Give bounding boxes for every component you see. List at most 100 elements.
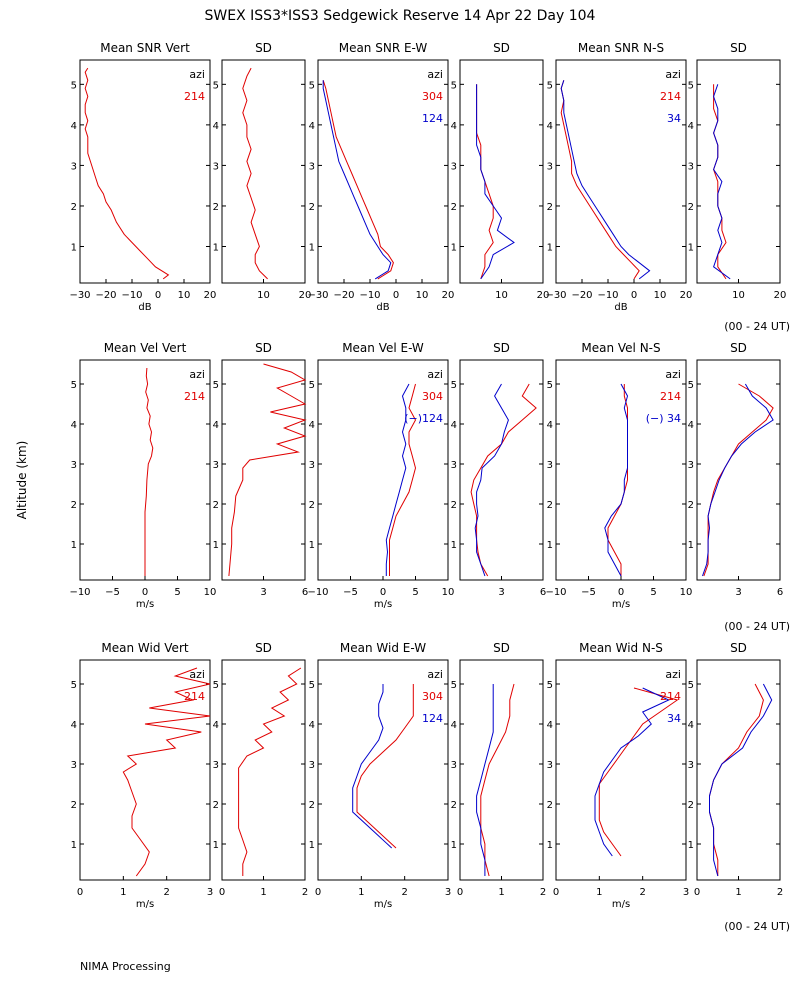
x-tick-label: 0 bbox=[155, 290, 161, 301]
series-line-34 bbox=[604, 383, 629, 577]
y-tick-label: 4 bbox=[71, 720, 77, 731]
y-tick-label: 3 bbox=[213, 161, 219, 172]
x-tick-label: 1 bbox=[358, 887, 364, 898]
x-tick-label: 20 bbox=[299, 290, 312, 301]
x-tick-label: 2 bbox=[163, 887, 169, 898]
series-line-214 bbox=[703, 383, 774, 577]
y-tick-label: 3 bbox=[71, 460, 77, 471]
x-tick-label: 1 bbox=[735, 887, 741, 898]
y-tick-label: 3 bbox=[213, 460, 219, 471]
y-tick-label: 1 bbox=[213, 540, 219, 551]
x-tick-label: 5 bbox=[174, 587, 180, 598]
y-tick-label: 3 bbox=[688, 760, 694, 771]
x-tick-label: 0 bbox=[618, 587, 624, 598]
y-tick-label: 3 bbox=[451, 161, 457, 172]
y-tick-label: 2 bbox=[688, 800, 694, 811]
legend-entry: 214 bbox=[660, 690, 681, 703]
series-line-214 bbox=[84, 67, 170, 280]
y-tick-label: 2 bbox=[688, 500, 694, 511]
x-tick-label: −30 bbox=[307, 290, 328, 301]
y-tick-label: 4 bbox=[547, 720, 553, 731]
y-tick-label: 1 bbox=[71, 540, 77, 551]
y-tick-label: 5 bbox=[451, 380, 457, 391]
y-tick-label: 3 bbox=[451, 760, 457, 771]
x-tick-label: 10 bbox=[680, 587, 693, 598]
plot-frame bbox=[79, 659, 211, 881]
x-tick-label: −30 bbox=[69, 290, 90, 301]
series-line-34 bbox=[594, 687, 670, 857]
legend-entry: 214 bbox=[660, 90, 681, 103]
series-line-304 bbox=[480, 683, 515, 877]
y-tick-label: 4 bbox=[213, 121, 219, 132]
y-tick-label: 4 bbox=[688, 420, 694, 431]
x-axis-label: m/s bbox=[136, 599, 154, 610]
legend-header: azi bbox=[189, 68, 205, 81]
panel-wid_ns_sd: SD 1 2 3 4 5 0 1 2 bbox=[688, 641, 784, 898]
plot-frame bbox=[555, 659, 687, 881]
panel-snr_ew_sd: SD 1 2 3 4 5 10 20 bbox=[451, 41, 550, 301]
series-line-304 bbox=[389, 383, 417, 576]
y-tick-label: 5 bbox=[688, 80, 694, 91]
panel-vel_ns_sd: SD 1 2 3 4 5 3 6 bbox=[688, 341, 784, 598]
y-tick-label: 2 bbox=[71, 800, 77, 811]
plot-frame bbox=[696, 59, 781, 284]
y-tick-label: 5 bbox=[71, 380, 77, 391]
legend-entry: 304 bbox=[422, 690, 443, 703]
x-axis-label: dB bbox=[138, 302, 151, 313]
x-tick-label: 3 bbox=[683, 887, 689, 898]
y-tick-label: 1 bbox=[688, 243, 694, 254]
x-tick-label: −10 bbox=[121, 290, 142, 301]
legend-entry: (−)124 bbox=[404, 412, 443, 425]
x-tick-label: 0 bbox=[219, 887, 225, 898]
y-tick-label: 3 bbox=[71, 161, 77, 172]
panel-title: Mean SNR N-S bbox=[578, 41, 664, 55]
y-tick-label: 1 bbox=[71, 840, 77, 851]
legend-header: azi bbox=[665, 68, 681, 81]
panel-snr_ns_sd: SD 1 2 3 4 5 10 20 bbox=[688, 41, 787, 301]
legend-entry: 124 bbox=[422, 112, 443, 125]
y-tick-label: 3 bbox=[309, 460, 315, 471]
x-tick-label: −5 bbox=[105, 587, 120, 598]
legend-entry: 124 bbox=[422, 712, 443, 725]
y-tick-label: 4 bbox=[71, 121, 77, 132]
y-tick-label: 4 bbox=[309, 420, 315, 431]
series-line-214 bbox=[598, 687, 679, 857]
x-tick-label: 10 bbox=[178, 290, 191, 301]
y-axis-label: Altitude (km) bbox=[15, 441, 29, 520]
legend-entry: 214 bbox=[660, 390, 681, 403]
panel-title: SD bbox=[730, 41, 747, 55]
y-tick-label: 5 bbox=[309, 680, 315, 691]
y-tick-label: 3 bbox=[213, 760, 219, 771]
series-line-214 bbox=[607, 384, 628, 576]
series-line-34 bbox=[702, 383, 774, 577]
x-tick-label: 10 bbox=[442, 587, 455, 598]
y-tick-label: 2 bbox=[547, 800, 553, 811]
y-tick-label: 1 bbox=[213, 840, 219, 851]
panel-title: Mean Vel Vert bbox=[104, 341, 187, 355]
series-line-214 bbox=[228, 363, 307, 577]
x-tick-label: −10 bbox=[359, 290, 380, 301]
y-tick-label: 5 bbox=[451, 80, 457, 91]
x-tick-label: 0 bbox=[380, 587, 386, 598]
x-tick-label: 2 bbox=[401, 887, 407, 898]
legend-header: azi bbox=[189, 368, 205, 381]
y-tick-label: 1 bbox=[309, 243, 315, 254]
y-tick-label: 1 bbox=[547, 243, 553, 254]
y-tick-label: 1 bbox=[309, 840, 315, 851]
series-line-214 bbox=[238, 667, 302, 876]
x-tick-label: 3 bbox=[735, 587, 741, 598]
y-tick-label: 5 bbox=[451, 680, 457, 691]
x-tick-label: 20 bbox=[774, 290, 787, 301]
panel-title: Mean Vel E-W bbox=[342, 341, 424, 355]
panel-snr_ew: Mean SNR E-W 1 2 3 4 5 −30 −20 −10 0 10 20 dB azi 304 1… bbox=[307, 41, 454, 313]
ut-note-row1: (00 - 24 UT) bbox=[724, 320, 790, 333]
y-tick-label: 1 bbox=[547, 540, 553, 551]
x-tick-label: 1 bbox=[260, 887, 266, 898]
series-line-124 bbox=[476, 684, 494, 876]
plot-frame bbox=[459, 659, 544, 881]
x-tick-label: 0 bbox=[631, 290, 637, 301]
